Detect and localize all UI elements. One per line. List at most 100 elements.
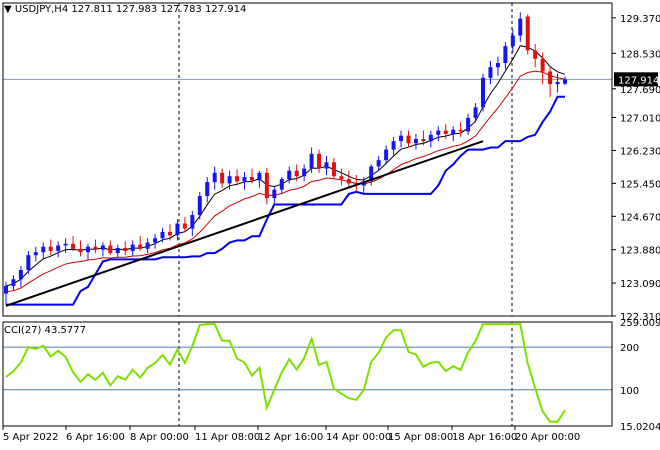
candle-body bbox=[339, 176, 344, 180]
candle-body bbox=[510, 35, 515, 47]
candle-body bbox=[11, 279, 16, 287]
candle-body bbox=[294, 170, 299, 177]
time-tick-label: 11 Apr 08:00 bbox=[195, 432, 261, 443]
main-panel-frame bbox=[2, 2, 613, 317]
candle-body bbox=[220, 172, 225, 184]
candle-body bbox=[495, 63, 500, 68]
candle-body bbox=[317, 153, 322, 169]
candle-body bbox=[227, 176, 232, 184]
candle-body bbox=[175, 223, 180, 236]
time-tick-label: 15 Apr 08:00 bbox=[388, 432, 454, 443]
candle-body bbox=[331, 162, 336, 177]
collapse-triangle-icon[interactable]: ▼ bbox=[4, 4, 12, 15]
support-trendline[interactable] bbox=[5, 140, 484, 307]
cci-header: CCI(27) 43.5777 bbox=[4, 325, 86, 336]
current-price-tag: 127.914 bbox=[614, 72, 659, 87]
candle-body bbox=[451, 129, 456, 134]
candle-body bbox=[406, 135, 411, 144]
price-tick-label: 128.530 bbox=[620, 49, 660, 60]
candle-body bbox=[466, 117, 471, 132]
candle-body bbox=[108, 245, 113, 254]
candle-body bbox=[153, 238, 158, 243]
trendline[interactable] bbox=[5, 140, 484, 307]
time-tick-label: 20 Apr 00:00 bbox=[515, 432, 581, 443]
candle-body bbox=[399, 135, 404, 142]
candle-body bbox=[428, 134, 433, 142]
candle-body bbox=[436, 130, 441, 135]
cci-indicator bbox=[5, 323, 566, 423]
candle-body bbox=[190, 215, 195, 229]
cci-tick-label: 200 bbox=[620, 343, 639, 354]
candle-body bbox=[346, 179, 351, 184]
candle-body bbox=[369, 166, 374, 182]
candle-body bbox=[235, 176, 240, 182]
time-tick-label: 18 Apr 16:00 bbox=[452, 432, 518, 443]
price-tick-label: 122.310 bbox=[620, 312, 660, 323]
candle-body bbox=[48, 246, 53, 251]
cci-level-lines bbox=[3, 346, 612, 391]
price-axis: 129.370 128.530 127.690 127.010 126.230 125.4… bbox=[2, 14, 660, 433]
candle-body bbox=[56, 245, 61, 251]
candle-body bbox=[78, 248, 83, 253]
candle-body bbox=[279, 179, 284, 190]
candle-body bbox=[272, 189, 277, 199]
candle-body bbox=[115, 248, 120, 254]
symbol-header: ▼ USDJPY,H4 127.811 127.983 127.783 127.… bbox=[4, 4, 246, 15]
candle-body bbox=[4, 286, 8, 294]
candle-body bbox=[26, 255, 31, 270]
price-tick-label: 129.370 bbox=[620, 14, 660, 25]
cci-tick-label: 15.0204 bbox=[620, 422, 660, 433]
candle-body bbox=[302, 168, 307, 177]
candle-body bbox=[421, 139, 426, 142]
candle-body bbox=[249, 177, 254, 181]
candle-body bbox=[257, 172, 262, 181]
candle-body bbox=[212, 172, 217, 183]
candle-body bbox=[71, 243, 76, 249]
candle-body bbox=[503, 46, 508, 64]
price-tick-label: 127.690 bbox=[620, 85, 660, 96]
time-tick-label: 5 Apr 2022 bbox=[3, 432, 59, 443]
candle-body bbox=[205, 182, 210, 197]
price-tick-label: 123.880 bbox=[620, 246, 660, 257]
price-tick-label: 127.010 bbox=[620, 113, 660, 124]
time-tick-label: 6 Apr 16:00 bbox=[66, 432, 125, 443]
price-tag-bg bbox=[614, 72, 658, 87]
candle-body bbox=[473, 107, 478, 118]
candle-body bbox=[391, 141, 396, 150]
candle-body bbox=[287, 170, 292, 180]
candle-body bbox=[63, 243, 68, 246]
price-tick-label: 126.230 bbox=[620, 146, 660, 157]
candlesticks bbox=[4, 12, 567, 305]
price-tick-label: 123.090 bbox=[620, 279, 660, 290]
cci-line bbox=[5, 323, 566, 423]
candle-body bbox=[160, 231, 165, 239]
candle-body bbox=[548, 71, 553, 85]
candle-body bbox=[309, 153, 314, 169]
candle-body bbox=[138, 244, 143, 249]
cci-tick-label: 100 bbox=[620, 386, 639, 397]
chart-grid bbox=[3, 3, 612, 426]
candle-body bbox=[93, 246, 98, 250]
price-tick-label: 125.450 bbox=[620, 179, 660, 190]
candle-body bbox=[167, 231, 172, 236]
candle-body bbox=[525, 16, 530, 51]
cci-tick-label: 259.0094 bbox=[620, 318, 660, 329]
moving-averages bbox=[5, 45, 566, 306]
ema-slow-line bbox=[5, 70, 566, 293]
candle-body bbox=[413, 139, 418, 144]
candle-body bbox=[376, 160, 381, 167]
candle-body bbox=[458, 129, 463, 132]
symbol-label: USDJPY,H4 bbox=[14, 4, 69, 15]
candle-body bbox=[85, 246, 90, 253]
candle-body bbox=[100, 245, 105, 250]
candle-body bbox=[18, 269, 23, 280]
candle-body bbox=[182, 223, 187, 229]
time-tick-label: 14 Apr 00:00 bbox=[326, 432, 392, 443]
candle-body bbox=[533, 50, 538, 59]
cci-panel-frame bbox=[2, 321, 613, 427]
candle-body bbox=[264, 172, 269, 199]
candle-body bbox=[324, 162, 329, 169]
ema-fast-line bbox=[5, 45, 566, 287]
candle-body bbox=[555, 82, 560, 85]
